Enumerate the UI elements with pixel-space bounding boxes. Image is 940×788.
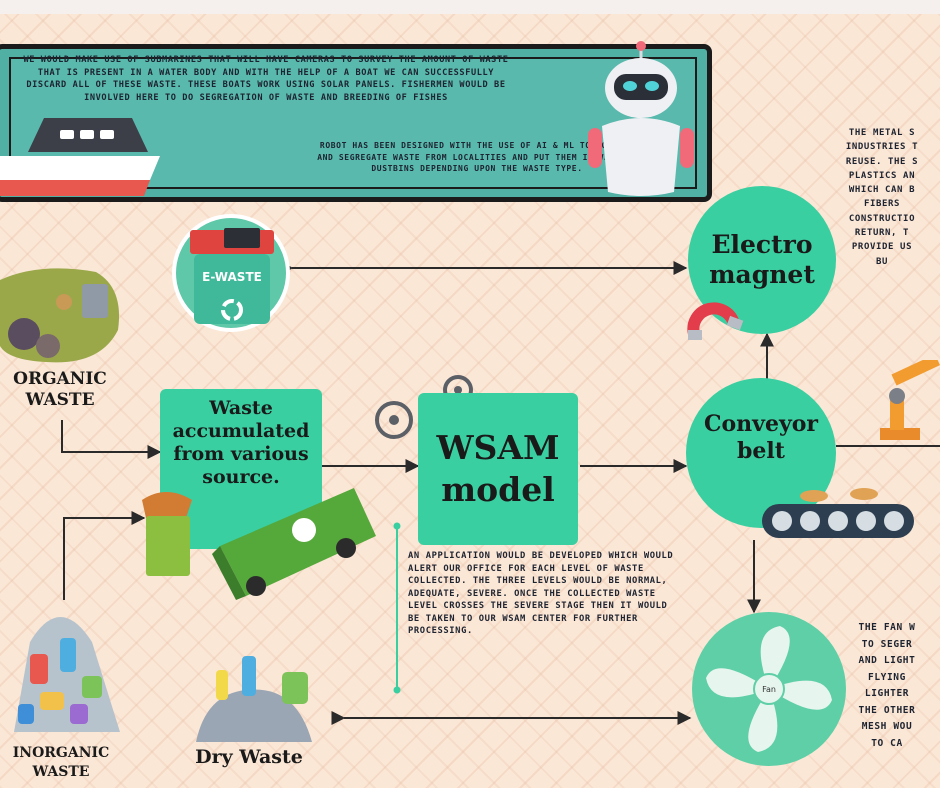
boat-description: WE WOULD MAKE USE OF SUBMARINES THAT WIL… (23, 55, 509, 103)
conveyor-belt-node: Conveyor belt (686, 378, 836, 528)
organic-waste-icon (0, 268, 120, 363)
wsam-model-node: WSAM model (418, 393, 578, 545)
fan-description: THE FAN W TO SEGER AND LIGHT FLYING LIGH… (858, 622, 916, 749)
dry-waste-label: Dry Waste (195, 746, 303, 768)
dry-waste-icon (196, 656, 312, 742)
fan-icon (706, 626, 832, 752)
metal-description: THE METAL S INDUSTRIES T REUSE. THE S PL… (845, 128, 919, 267)
fan-label: Fan (762, 685, 776, 694)
boat-icon (0, 118, 160, 196)
robot-arm-icon (880, 360, 940, 440)
garbage-truck-icon (142, 488, 376, 600)
top-strip (0, 0, 940, 14)
robot-description: ROBOT HAS BEEN DESIGNED WITH THE USE OF … (317, 141, 637, 173)
magnet-icon (687, 302, 744, 340)
robot-icon (588, 41, 694, 196)
conveyor-icon (762, 488, 914, 538)
inorganic-waste-label: INORGANIC WASTE (12, 745, 110, 780)
inorganic-waste-icon (14, 617, 120, 732)
organic-waste-label: ORGANIC WASTE (13, 369, 107, 410)
ewaste-bin-icon (190, 228, 274, 324)
ewaste-label: E-WASTE (202, 270, 262, 284)
application-description: AN APPLICATION WOULD BE DEVELOPED WHICH … (408, 551, 674, 636)
